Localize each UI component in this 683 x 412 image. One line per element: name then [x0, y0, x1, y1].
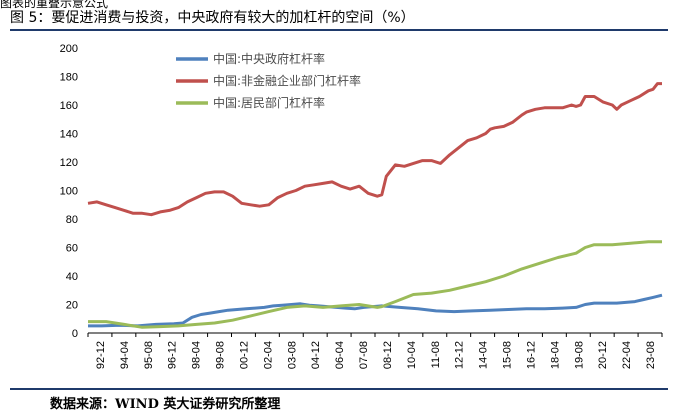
title-divider: [10, 29, 668, 31]
chart-axes: 0 20 40 60 80 100 120 140 160 180 200 92-12 94-04 95-…: [60, 43, 663, 369]
series-line-1: [88, 293, 663, 328]
x-tick-label: 98-04: [191, 341, 203, 369]
x-tick-label: 08-12: [382, 341, 394, 369]
legend-label-1: 中国:中央政府杠杆率: [213, 51, 325, 66]
x-tick-label: 00-12: [238, 341, 250, 369]
y-tick-label: 180: [60, 72, 78, 84]
y-tick-label: 20: [66, 300, 78, 312]
x-tick-label: 92-12: [95, 341, 107, 369]
x-tick-label: 15-08: [502, 341, 514, 369]
legend-label-3: 中国:居民部门杠杆率: [213, 95, 325, 110]
y-tick-label: 80: [66, 214, 78, 226]
x-tick-label: 16-12: [525, 341, 537, 369]
data-source: 数据来源：WIND 英大证券研究所整理: [50, 397, 281, 412]
y-tick-label: 60: [66, 243, 78, 255]
y-tick-label: 140: [60, 129, 78, 141]
x-tick-label: 14-04: [478, 341, 490, 369]
y-tick-label: 100: [60, 186, 78, 198]
x-tick-label: 04-12: [310, 341, 322, 369]
x-tick-label: 22-04: [621, 341, 633, 369]
x-tick-label: 07-08: [358, 341, 370, 369]
x-tick-label: 03-08: [286, 341, 298, 369]
x-tick-label: 99-08: [215, 341, 227, 369]
series-line-2: [87, 82, 662, 217]
x-tick-label: 19-08: [573, 341, 585, 369]
x-tick-label: 02-04: [262, 341, 274, 369]
x-tick-label: 20-12: [597, 341, 609, 369]
x-tick-label: 96-12: [167, 341, 179, 369]
x-tick-label: 95-08: [143, 341, 155, 369]
x-tick-label: 94-04: [119, 341, 131, 369]
chart-series: [87, 82, 663, 329]
legend-label-2: 中国:非金融企业部门杠杆率: [213, 73, 361, 88]
figure-title: 图 5：要促进消费与投资，中央政府有较大的加杠杆的空间（%）: [10, 10, 415, 26]
y-tick-label: 40: [66, 271, 78, 283]
y-tick-label: 120: [60, 157, 78, 169]
x-tick-label: 11-08: [430, 341, 442, 368]
source-divider: [10, 388, 668, 390]
x-tick-label: 23-08: [645, 341, 657, 369]
series-line-3: [88, 240, 662, 329]
y-tick-label: 160: [60, 100, 78, 112]
x-tick-label: 06-04: [334, 341, 346, 369]
y-tick-label: 0: [72, 328, 78, 340]
x-tick-label: 10-04: [406, 341, 418, 369]
x-tick-label: 12-12: [454, 341, 466, 369]
x-tick-label: 18-04: [549, 341, 561, 369]
y-tick-label: 200: [60, 43, 78, 55]
cropped-caption: 图表的重叠示意公式: [0, 0, 109, 10]
